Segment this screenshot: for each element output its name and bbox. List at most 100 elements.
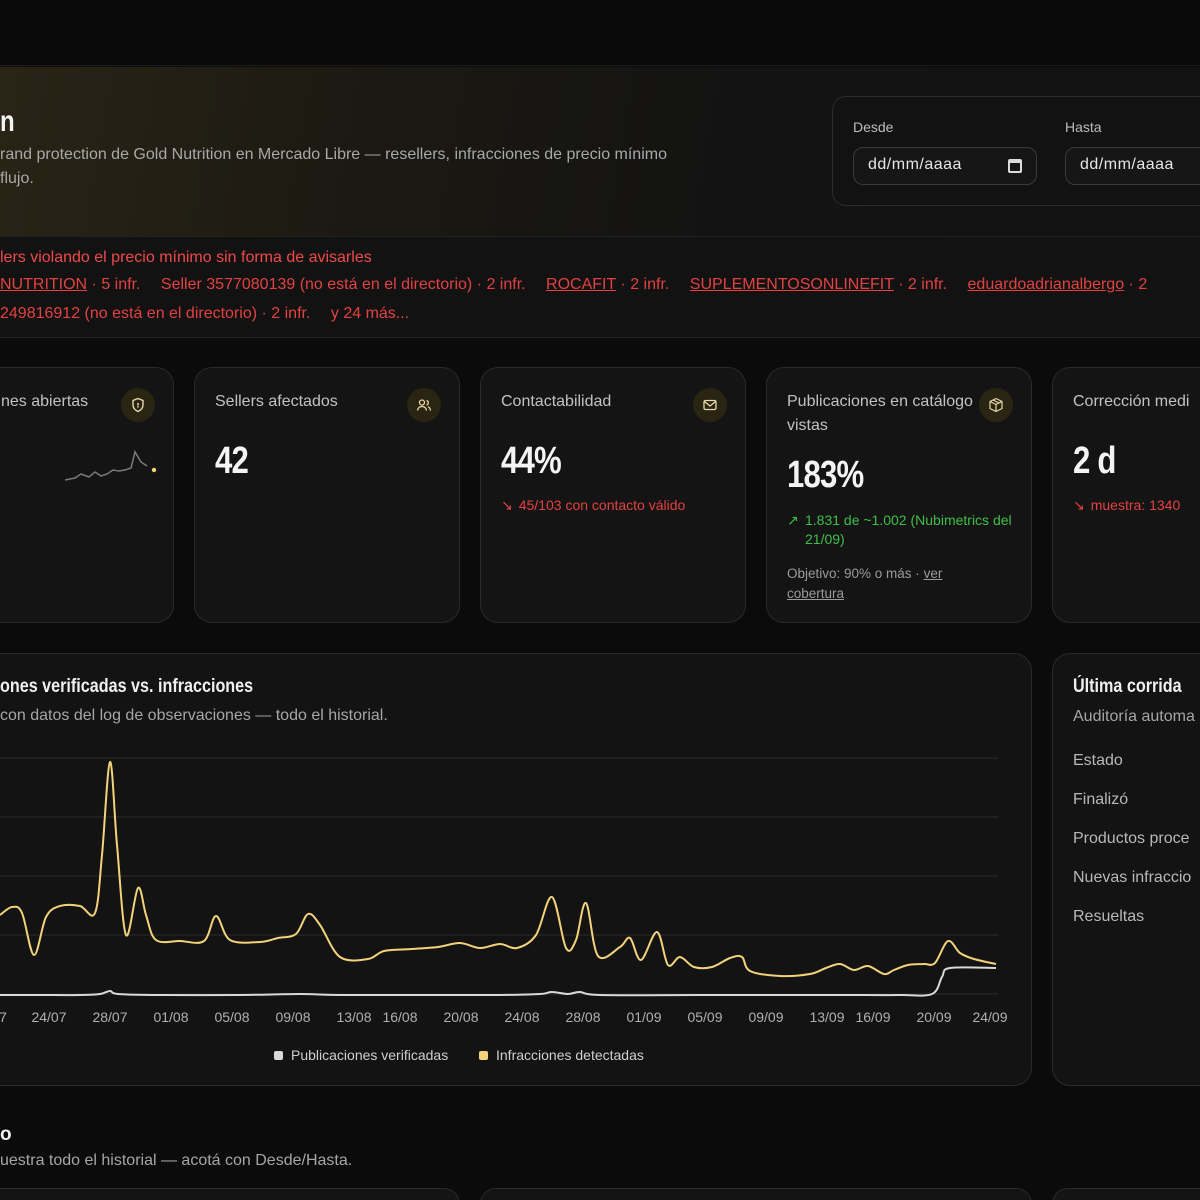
kpi-delta-text: 45/103 con contacto válido [518,497,686,513]
legend-item-verified[interactable]: Publicaciones verificadas [274,1047,448,1063]
chart-card [0,653,1032,1086]
x-tick-label: 16/08 [382,1009,417,1025]
kpi-card-sellers: Sellers afectados 42 [194,367,460,623]
chart-subtitle: con datos del log de observaciones — tod… [0,707,388,724]
section-title: o [0,1124,12,1145]
alert-seller-list: NUTRITION · 5 infr. Seller 3577080139 (n… [0,276,1147,294]
last-run-title: Última corrida [1073,676,1182,697]
date-from-input[interactable]: dd/mm/aaaa [853,147,1037,185]
last-run-subtitle: Auditoría automa [1073,708,1195,725]
sparkline [64,450,157,481]
x-tick-label: 20/08 [443,1009,478,1025]
kpi-delta: ↗ 1.831 de ~1.002 (Nubimetrics del 21/09) [787,511,1017,549]
date-from-value: dd/mm/aaaa [868,156,962,173]
last-run-card: Última corrida Auditoría automa Estado F… [1052,653,1200,1086]
x-tick-label: 16/09 [855,1009,890,1025]
page-description-line1: rand protection de Gold Nutrition en Mer… [0,146,667,163]
x-tick-label: 13/09 [809,1009,844,1025]
seller-count: · 2 infr. [615,276,670,293]
x-tick-label: 05/09 [687,1009,722,1025]
x-tick-label: 20/09 [916,1009,951,1025]
x-tick-label: 01/08 [153,1009,188,1025]
date-to-label: Hasta [1065,119,1102,135]
x-tick-label: 01/09 [626,1009,661,1025]
seller-link[interactable]: SUPLEMENTOSONLINEFIT [689,276,894,293]
section-subtitle: uestra todo el historial — acotá con Des… [0,1152,353,1169]
section-card [0,1188,460,1200]
alert-seller-list-line2: 249816912 (no está en el directorio) · 2… [0,305,409,323]
kpi-card-avg-correction: Corrección medi 2 d ↘ muestra: 1340 [1052,367,1200,623]
seller-count: · 5 infr. [87,276,141,293]
date-from-label: Desde [853,119,894,135]
legend-item-infractions[interactable]: Infracciones detectadas [479,1047,644,1063]
arrow-down-right-icon: ↘ [501,497,513,513]
kpi-label: nes abiertas [1,393,89,410]
kpi-value: 183% [787,454,864,496]
last-run-row-label: Finalizó [1073,791,1129,808]
kpi-card-contactability: Contactabilidad 44% ↘ 45/103 con contacto… [480,367,746,623]
x-tick-label: 13/08 [336,1009,371,1025]
series-line-infractions [0,760,997,978]
seller-link[interactable]: ROCAFIT [546,276,616,293]
legend-label: Infracciones detectadas [496,1047,644,1063]
date-to-value: dd/mm/aaaa [1080,156,1174,173]
calendar-icon[interactable] [1008,159,1022,173]
kpi-label: Contactabilidad [501,393,612,410]
seller-link[interactable]: NUTRITION [0,276,88,293]
arrow-down-right-icon: ↘ [1073,497,1085,513]
x-tick-label: 09/09 [748,1009,783,1025]
kpi-delta-text: 1.831 de ~1.002 (Nubimetrics del 21/09) [805,512,1012,547]
alert-title: lers violando el precio mínimo sin forma… [0,249,372,266]
seller-link[interactable]: eduardoadrianalbergo [967,276,1125,293]
last-run-row-label: Productos proce [1073,830,1190,847]
line-chart: 7 24/07 28/07 01/08 05/08 09/08 13/08 16/08 20/0… [0,757,1008,1025]
kpi-note: Objetivo: 90% o más · ver cobertura [787,564,987,604]
x-tick-label: 28/08 [565,1009,600,1025]
kpi-card-catalog-coverage: Publicaciones en catálogo vistas 183% ↗ 1… [766,367,1032,623]
shield-icon [121,388,155,422]
kpi-value: 2 d [1073,440,1116,482]
last-run-row-label: Estado [1073,752,1123,769]
seller-count: Seller 3577080139 (no está en el directo… [160,276,526,293]
seller-count: · 2 [1124,276,1148,293]
kpi-label: Corrección medi [1073,393,1190,410]
legend-swatch [274,1050,283,1060]
mail-icon [693,388,727,422]
package-icon [979,388,1013,422]
seller-count: 249816912 (no está en el directorio) · 2… [0,305,311,322]
coverage-link[interactable]: ver cobertura [787,566,943,601]
alert-more-link[interactable]: y 24 más... [330,305,410,322]
section-card [1052,1188,1200,1200]
x-tick-label: 24/09 [972,1009,1007,1025]
section-card [480,1188,1032,1200]
last-run-row-label: Resueltas [1073,908,1145,925]
kpi-delta-text: muestra: 1340 [1090,497,1181,513]
kpi-delta: ↘ muestra: 1340 [1073,496,1180,515]
x-tick-label: 24/08 [504,1009,539,1025]
date-to-input[interactable]: dd/mm/aaaa [1065,147,1200,185]
series-line-verified [0,966,997,997]
x-tick-label: 7 [0,1009,7,1025]
page-title: n [0,105,15,138]
kpi-label: Publicaciones en catálogo vistas [787,393,973,434]
page-description: rand protection de Gold Nutrition en Mer… [0,143,760,191]
top-bar [0,0,1200,66]
legend-label: Publicaciones verificadas [291,1047,449,1063]
x-tick-label: 09/08 [275,1009,310,1025]
unreachable-sellers-alert: lers violando el precio mínimo sin forma… [0,237,1200,338]
chart-title: ones verificadas vs. infracciones [0,676,254,697]
page-description-line2: flujo. [0,170,34,187]
seller-count: · 2 infr. [893,276,948,293]
x-tick-label: 05/08 [214,1009,249,1025]
kpi-value: 42 [215,440,249,482]
kpi-delta: ↘ 45/103 con contacto válido [501,496,685,515]
legend-swatch [479,1050,488,1060]
kpi-label: Sellers afectados [215,393,338,410]
users-icon [407,388,441,422]
arrow-up-right-icon: ↗ [787,512,799,528]
x-tick-label: 28/07 [92,1009,127,1025]
kpi-value: 44% [501,440,562,482]
kpi-note-text: Objetivo: 90% o más · [787,566,924,581]
last-run-row-label: Nuevas infraccio [1073,869,1192,886]
x-tick-label: 24/07 [31,1009,66,1025]
